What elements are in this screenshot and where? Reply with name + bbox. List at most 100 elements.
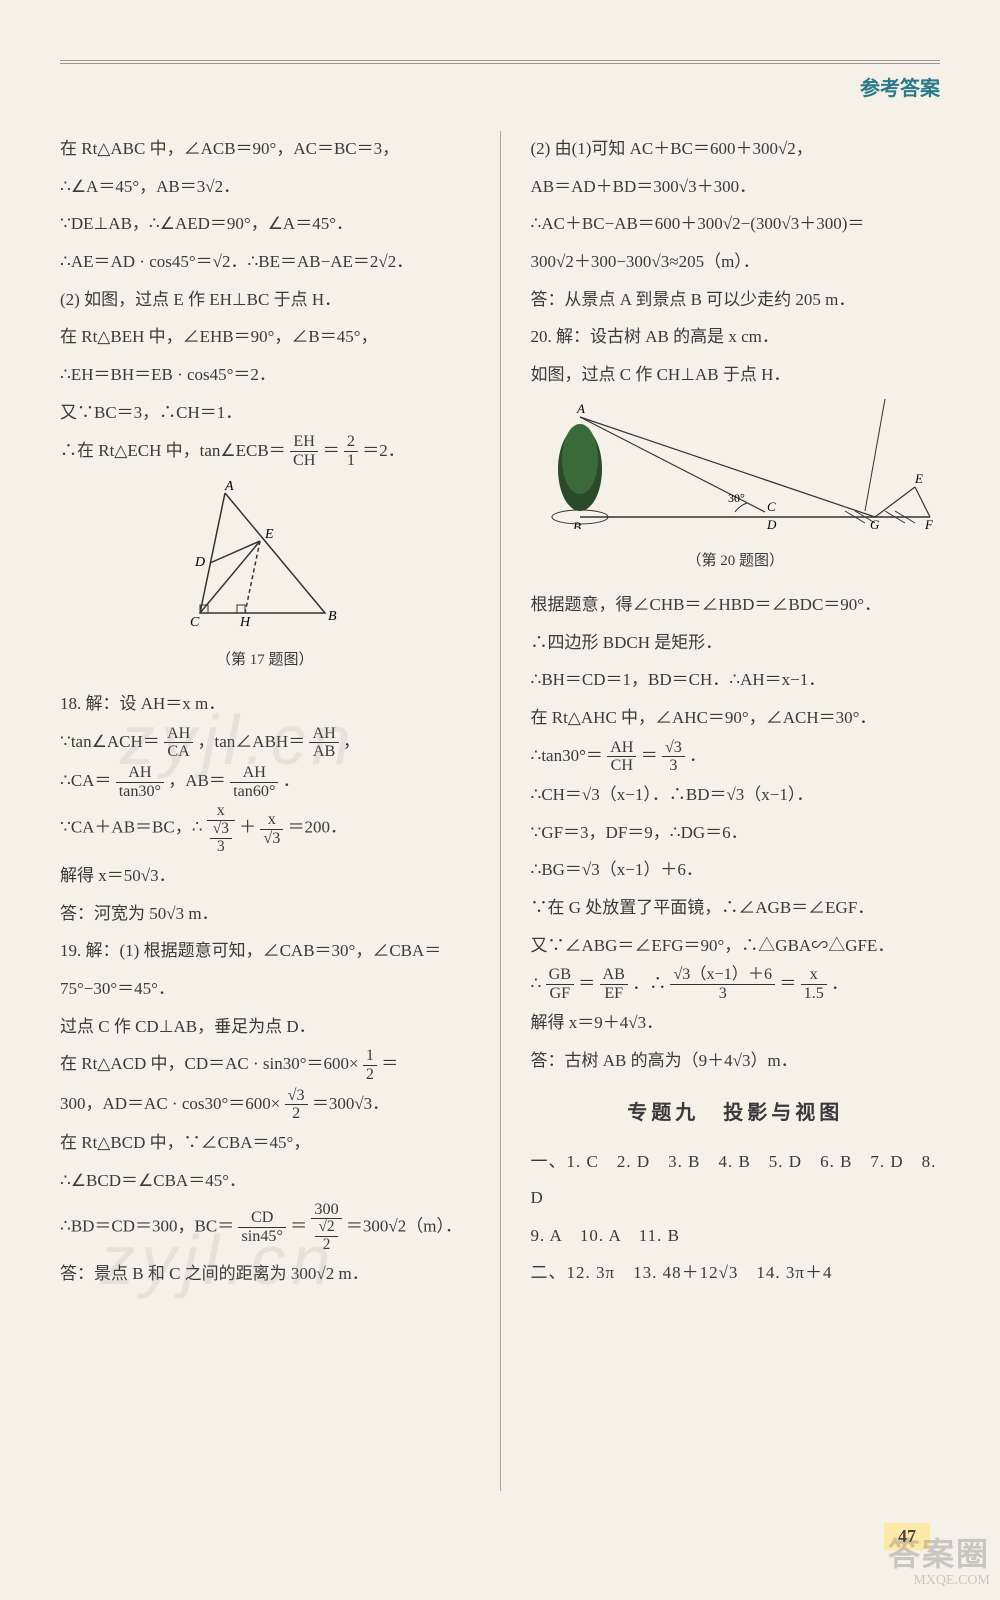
text: ＝ (779, 974, 796, 993)
svg-text:G: G (870, 517, 880, 529)
figure-17: A B C D E H (60, 478, 470, 641)
figure-17-svg: A B C D E H (170, 478, 360, 628)
text: 在 Rt△ACD 中，CD＝AC · sin30°＝600× (60, 1054, 359, 1073)
brand-sub: MXQE.COM (888, 1573, 990, 1590)
text-line: AB＝AD＋BD＝300√3＋300． (531, 169, 941, 205)
svg-text:C: C (767, 499, 776, 514)
text-line: 在 Rt△BCD 中，∵∠CBA＝45°， (60, 1125, 470, 1161)
text-line: 又∵∠ABG＝∠EFG＝90°，∴△GBA∽△GFE． (531, 928, 941, 964)
fraction: AHAB (309, 725, 338, 762)
text-line: ∵tan∠ACH＝ AHCA ，tan∠ABH＝ AHAB ， (60, 724, 470, 761)
svg-text:E: E (264, 527, 274, 542)
fraction: GBGF (546, 966, 574, 1003)
text: ，tan∠ABH＝ (198, 732, 306, 751)
right-column: (2) 由(1)可知 AC＋BC＝600＋300√2， AB＝AD＋BD＝300… (531, 131, 941, 1491)
text: ＝300√2（m）． (346, 1216, 462, 1235)
text-line: 在 Rt△ACD 中，CD＝AC · sin30°＝600× 12 ＝ (60, 1046, 470, 1083)
text-line: ∵在 G 处放置了平面镜，∴∠AGB＝∠EGF． (531, 890, 941, 926)
svg-text:A: A (576, 401, 585, 416)
text-line: 75°−30°＝45°． (60, 971, 470, 1007)
fraction: √32 (285, 1087, 308, 1124)
text: ．∴ (632, 974, 666, 993)
text: ∴在 Rt△ECH 中，tan∠ECB＝ (60, 441, 286, 460)
svg-text:30°: 30° (728, 491, 745, 505)
text-line: ∴在 Rt△ECH 中，tan∠ECB＝ EHCH ＝ 21 ＝2． (60, 433, 470, 470)
svg-text:E: E (914, 471, 923, 486)
text: ． (689, 746, 706, 765)
text: ∴BD＝CD＝300，BC＝ (60, 1216, 234, 1235)
bottom-brand: 答案圈 MXQE.COM (888, 1535, 990, 1590)
text-line: 又∵BC＝3，∴CH＝1． (60, 395, 470, 431)
text: ∵CA＋AB＝BC，∴ (60, 818, 203, 837)
text: ＝ (381, 1054, 398, 1073)
section-title: 专题九 投影与视图 (531, 1092, 941, 1134)
text: ＝ (578, 974, 595, 993)
fraction: x1.5 (801, 966, 827, 1003)
header-divider (60, 60, 940, 64)
fraction: AHCA (164, 725, 193, 762)
text-line: (2) 如图，过点 E 作 EH⊥BC 于点 H． (60, 282, 470, 318)
fraction: √33 (662, 739, 685, 776)
svg-text:C: C (190, 615, 200, 628)
text-line: 解得 x＝50√3． (60, 858, 470, 894)
content-columns: 在 Rt△ABC 中，∠ACB＝90°，AC＝BC＝3， ∴∠A＝45°，AB＝… (60, 131, 940, 1491)
text: ＋ (239, 818, 256, 837)
fraction: 300 √22 (311, 1201, 341, 1255)
answer-row: 9. A 10. A 11. B (531, 1218, 941, 1254)
svg-text:F: F (924, 517, 934, 529)
text-line: 过点 C 作 CD⊥AB，垂足为点 D． (60, 1009, 470, 1045)
text-line: 18. 解：设 AH＝x m． (60, 686, 470, 722)
text-line: ∴AC＋BC−AB＝600＋300√2−(300√3＋300)＝ (531, 206, 941, 242)
fraction: ABEF (600, 966, 628, 1003)
text: ． (283, 771, 300, 790)
text-line: ∴EH＝BH＝EB · cos45°＝2． (60, 357, 470, 393)
fraction: √3（x−1）＋63 (670, 966, 775, 1003)
text-line: ∴∠BCD＝∠CBA＝45°． (60, 1163, 470, 1199)
text-line: ∴CH＝√3（x−1）．∴BD＝√3（x−1）． (531, 777, 941, 813)
figure-20: A B C D E F G 30° (531, 399, 941, 542)
text-line: ∴tan30°＝ AHCH ＝ √33 ． (531, 738, 941, 775)
svg-text:B: B (328, 609, 337, 624)
text-line: ∵GF＝3，DF＝9，∴DG＝6． (531, 815, 941, 851)
text-line: 根据题意，得∠CHB＝∠HBD＝∠BDC＝90°． (531, 587, 941, 623)
text-line: (2) 由(1)可知 AC＋BC＝600＋300√2， (531, 131, 941, 167)
fraction: 12 (363, 1047, 377, 1084)
text-line: ∴∠A＝45°，AB＝3√2． (60, 169, 470, 205)
text-line: 解得 x＝9＋4√3． (531, 1005, 941, 1041)
answer-row: 二、12. 3π 13. 48＋12√3 14. 3π＋4 (531, 1255, 941, 1291)
fraction: CDsin45° (238, 1209, 285, 1246)
fraction: AHtan30° (116, 764, 164, 801)
text: ＝ (323, 441, 340, 460)
text: ＝ (290, 1216, 307, 1235)
text-line: ∴CA＝ AHtan30° ，AB＝ AHtan60° ． (60, 763, 470, 800)
text-line: 答：景点 B 和 C 之间的距离为 300√2 m． (60, 1256, 470, 1292)
text: ∴CA＝ (60, 771, 111, 790)
text: ， (343, 732, 360, 751)
text-line: ∵CA＋AB＝BC，∴ x √33 ＋ x√3 ＝200． (60, 802, 470, 856)
fraction: x √33 (207, 802, 235, 856)
text: ＝2． (362, 441, 405, 460)
figure-20-caption: （第 20 题图） (531, 546, 941, 578)
text-line: 在 Rt△AHC 中，∠AHC＝90°，∠ACH＝30°． (531, 700, 941, 736)
text-line: 300√2＋300−300√3≈205（m）． (531, 244, 941, 280)
svg-text:A: A (224, 479, 234, 494)
figure-17-caption: （第 17 题图） (60, 645, 470, 677)
text: ∴ (531, 974, 542, 993)
text-line: ∴BD＝CD＝300，BC＝ CDsin45° ＝ 300 √22 ＝300√2… (60, 1201, 470, 1255)
answer-row: 一、1. C 2. D 3. B 4. B 5. D 6. B 7. D 8. … (531, 1144, 941, 1215)
text-line: 20. 解：设古树 AB 的高是 x cm． (531, 319, 941, 355)
text: ＝300√3． (312, 1094, 389, 1113)
text-line: 答：河宽为 50√3 m． (60, 896, 470, 932)
text-line: ∴四边形 BDCH 是矩形． (531, 625, 941, 661)
text-line: 在 Rt△ABC 中，∠ACB＝90°，AC＝BC＝3， (60, 131, 470, 167)
svg-text:D: D (766, 517, 777, 529)
fraction: x√3 (260, 811, 283, 848)
text-line: 300，AD＝AC · cos30°＝600× √32 ＝300√3． (60, 1086, 470, 1123)
fraction: AHCH (607, 739, 636, 776)
text-line: 如图，过点 C 作 CH⊥AB 于点 H． (531, 357, 941, 393)
text: ＝200． (288, 818, 348, 837)
text-line: ∴ GBGF ＝ ABEF ．∴ √3（x−1）＋63 ＝ x1.5 ． (531, 966, 941, 1003)
text-line: ∵DE⊥AB，∴∠AED＝90°，∠A＝45°． (60, 206, 470, 242)
text-line: ∴AE＝AD · cos45°＝√2．∴BE＝AB−AE＝2√2． (60, 244, 470, 280)
text: ． (831, 974, 848, 993)
